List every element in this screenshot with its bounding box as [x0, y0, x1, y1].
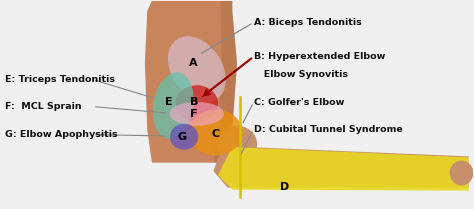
Text: G: G [177, 132, 186, 142]
Text: D: Cubital Tunnel Syndrome: D: Cubital Tunnel Syndrome [254, 125, 402, 134]
Ellipse shape [450, 161, 474, 185]
Text: C: C [212, 129, 220, 139]
Text: E: Triceps Tendonitis: E: Triceps Tendonitis [5, 75, 116, 84]
Text: Elbow Synovitis: Elbow Synovitis [254, 70, 347, 79]
Polygon shape [213, 146, 469, 187]
Ellipse shape [170, 102, 224, 126]
Text: F:  MCL Sprain: F: MCL Sprain [5, 102, 82, 111]
Text: C: Golfer's Elbow: C: Golfer's Elbow [254, 98, 344, 107]
Text: G: Elbow Apophysitis: G: Elbow Apophysitis [5, 130, 118, 139]
Text: A: A [189, 58, 198, 68]
Text: E: E [164, 97, 172, 107]
Polygon shape [213, 1, 237, 163]
Text: D: D [280, 181, 289, 191]
Polygon shape [218, 147, 469, 191]
Ellipse shape [170, 124, 198, 150]
Polygon shape [145, 1, 237, 163]
Text: A: Biceps Tendonitis: A: Biceps Tendonitis [254, 18, 361, 27]
Ellipse shape [217, 126, 257, 162]
Text: F: F [190, 110, 197, 120]
Ellipse shape [153, 72, 194, 139]
Text: B: B [190, 97, 199, 107]
Ellipse shape [175, 85, 218, 122]
Text: B: Hyperextended Elbow: B: Hyperextended Elbow [254, 52, 385, 61]
Ellipse shape [189, 110, 243, 155]
Ellipse shape [168, 36, 226, 102]
